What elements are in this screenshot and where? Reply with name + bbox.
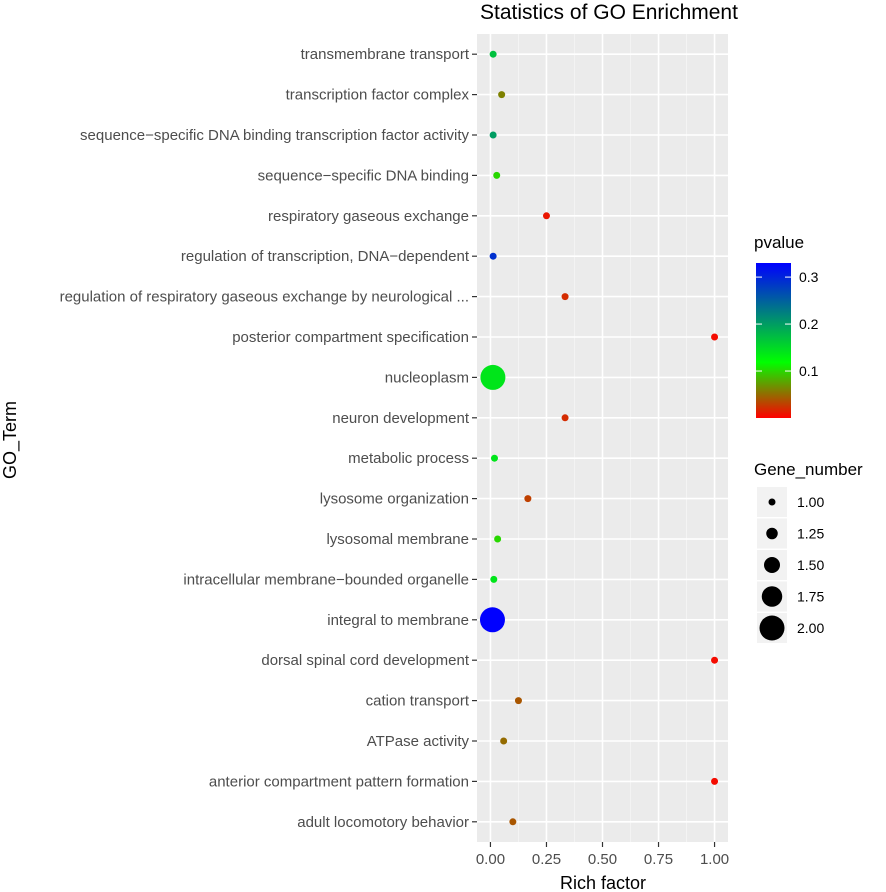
grid-lines [477, 34, 728, 842]
y-tick-label: ATPase activity [367, 733, 470, 750]
data-point [489, 252, 497, 260]
y-tick-label: intracellular membrane−bounded organelle [183, 571, 469, 588]
data-point [561, 414, 569, 422]
data-points [479, 50, 719, 826]
x-tick-label: 0.25 [532, 851, 561, 868]
y-tick-label: regulation of transcription, DNA−depende… [181, 248, 470, 265]
y-axis-title: GO_Term [0, 401, 21, 479]
pvalue-colorbar [756, 263, 791, 418]
data-point [498, 91, 506, 99]
x-axis: 0.00 0.25 0.50 0.75 1.00 [476, 842, 729, 868]
x-tick-label: 1.00 [700, 851, 729, 868]
size-legend-label: 1.75 [797, 589, 824, 605]
x-tick-label: 0.00 [476, 851, 505, 868]
size-legend-label: 1.25 [797, 526, 824, 542]
data-point [490, 575, 498, 583]
x-axis-title: Rich factor [560, 873, 646, 892]
size-legend-dot [768, 498, 776, 506]
data-point [490, 454, 498, 462]
y-tick-label: sequence−specific DNA binding transcript… [80, 127, 469, 144]
data-point [479, 607, 505, 633]
chart-title: Statistics of GO Enrichment [480, 1, 738, 24]
y-tick-label: posterior compartment specification [232, 329, 469, 346]
size-legend-label: 1.00 [797, 494, 824, 510]
size-legend-dot [764, 557, 780, 573]
gene-number-legend-title: Gene_number [754, 460, 863, 479]
data-point [711, 656, 719, 664]
size-legend-dot [766, 527, 778, 540]
pvalue-legend-title: pvalue [754, 233, 804, 252]
data-point [542, 212, 550, 220]
data-point [489, 131, 497, 139]
y-tick-label: lysosome organization [320, 491, 469, 508]
data-point [561, 293, 569, 301]
data-point [711, 333, 719, 341]
data-point [480, 364, 506, 390]
y-tick-label: transmembrane transport [301, 46, 470, 63]
data-point [509, 818, 517, 826]
data-point [524, 495, 532, 503]
y-tick-label: integral to membrane [327, 612, 469, 629]
size-legend-label: 2.00 [797, 620, 824, 636]
size-legend-dot [761, 586, 783, 607]
y-tick-label: adult locomotory behavior [297, 814, 469, 831]
y-tick-label: dorsal spinal cord development [261, 652, 469, 669]
y-tick-label: transcription factor complex [286, 87, 470, 104]
data-point [514, 697, 522, 705]
data-point [711, 777, 719, 785]
data-point [494, 535, 502, 543]
y-tick-label: nucleoplasm [385, 369, 469, 386]
data-point [489, 50, 497, 58]
colorbar-tick-label: 0.1 [799, 363, 819, 379]
y-tick-label: respiratory gaseous exchange [268, 208, 469, 225]
y-tick-label: sequence−specific DNA binding [258, 167, 469, 184]
size-legend-label: 1.50 [797, 557, 824, 573]
y-axis: transmembrane transport transcription fac… [60, 46, 477, 831]
y-tick-label: anterior compartment pattern formation [209, 773, 469, 790]
gene-number-legend: Gene_number 1.00 1.25 1.50 1.75 2.00 [754, 460, 863, 643]
data-point [500, 737, 508, 745]
colorbar-tick-label: 0.2 [799, 316, 819, 332]
y-tick-label: neuron development [332, 410, 470, 427]
x-tick-label: 0.75 [644, 851, 673, 868]
y-tick-label: metabolic process [348, 450, 469, 467]
pvalue-legend: pvalue 0.3 0.2 0.1 [754, 233, 819, 418]
y-tick-label: lysosomal membrane [326, 531, 469, 548]
size-legend-dot [759, 615, 785, 641]
colorbar-tick-label: 0.3 [799, 269, 819, 285]
x-tick-label: 0.50 [588, 851, 617, 868]
data-point [493, 171, 501, 179]
y-tick-label: cation transport [366, 693, 470, 710]
y-tick-label: regulation of respiratory gaseous exchan… [60, 289, 469, 306]
